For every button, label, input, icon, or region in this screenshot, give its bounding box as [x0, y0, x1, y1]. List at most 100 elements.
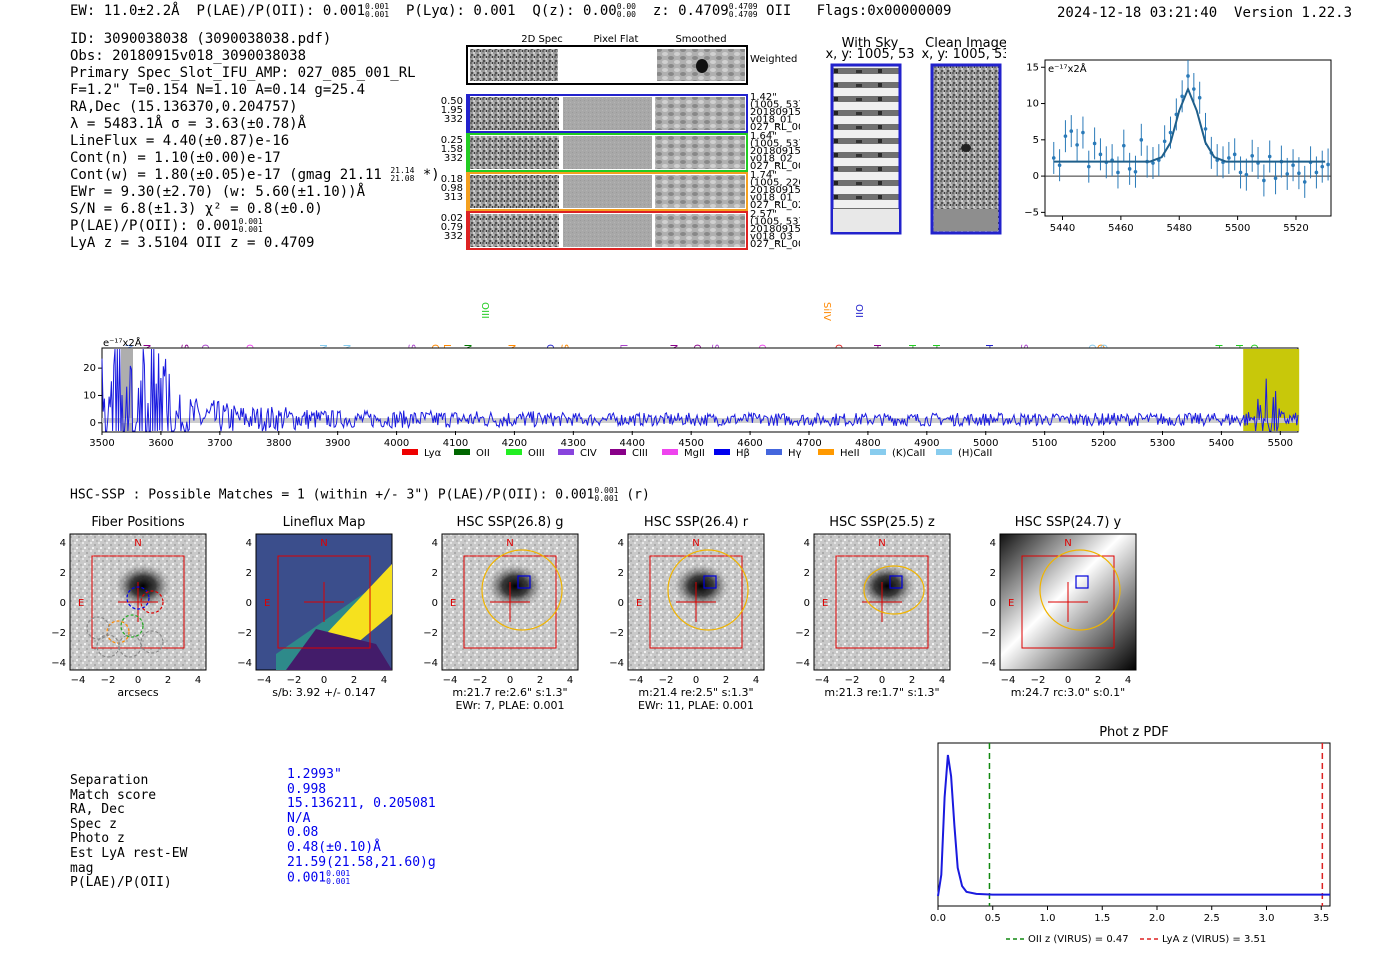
match-value: N/A [287, 810, 311, 826]
spectrum-row-info: 20180915 [750, 146, 800, 157]
legend-label: (K)CaII [892, 448, 925, 459]
data-point [1075, 143, 1079, 147]
cutout-title: HSC SSP(25.5) z [829, 515, 935, 530]
spectrum-row-2d [469, 136, 559, 169]
y-tick-label: 0 [1033, 171, 1039, 182]
data-point [1326, 162, 1330, 167]
compass-e: E [822, 598, 828, 609]
match-label: Spec z [70, 816, 117, 832]
meta-plae-row: P(LAE)/P(OII): 0.0010.001 0.001 [70, 217, 263, 235]
legend-label: Hγ [788, 448, 802, 459]
x-tick-label: −4 [257, 675, 272, 686]
spectrum-row-flat [563, 214, 652, 247]
y-tick-label: 2 [246, 568, 252, 579]
photz-axes [937, 742, 1331, 907]
spectrum-row-smoothed [655, 97, 745, 130]
spectrum-row-stat: 0.02 [441, 213, 463, 224]
data-point [1232, 152, 1237, 157]
spectrum-row-info: (1005, 53) [750, 217, 800, 228]
x-tick-label: 5500 [1268, 438, 1293, 449]
source-ellipse [863, 565, 925, 615]
spectrum-row-divider [559, 174, 562, 209]
match-value: 21.59(21.58,21.60)g [287, 854, 436, 870]
spectrum-row-divider [559, 96, 562, 131]
y-tick-label: 10 [83, 390, 96, 401]
compass-n: N [1064, 538, 1071, 549]
aperture-box [649, 555, 743, 649]
header-qz: Q(z): 0.00 [532, 3, 617, 19]
x-tick-label: 5500 [1225, 223, 1250, 234]
match-value-row: 0.0010.001 0.001 [287, 869, 351, 887]
match-values: 1.2993" 0.998 15.136211, 0.205081 N/A 0.… [287, 767, 436, 887]
legend-label: OII [476, 448, 490, 459]
data-point [1057, 163, 1062, 168]
spectrum-row-divider [559, 213, 562, 248]
x-tick-label: 4 [939, 675, 945, 686]
cutout-title: Fiber Positions [91, 515, 184, 530]
x-tick-label: 5100 [1032, 438, 1057, 449]
compass-e: E [264, 598, 270, 609]
spectrum-row-divider [652, 135, 655, 170]
y-tick-label: 0 [618, 598, 624, 609]
spectrum-row-colorbar [467, 95, 470, 132]
y-tick-label: 0 [90, 418, 96, 429]
full-spectrum-legend: Lyα OII OIII CIV CIII MgII Hβ Hγ HeII (K)CaII (H)C… [402, 448, 992, 459]
weighted-sum-blob [696, 59, 708, 73]
x-tick-label: 0.5 [985, 913, 1001, 924]
x-tick-label: −4 [629, 675, 644, 686]
spectrum-row-stat: 0.25 [441, 135, 463, 146]
y-tick-label: 2 [60, 568, 66, 579]
legend-swatch [506, 449, 522, 455]
hsc-summary-text: HSC-SSP : Possible Matches = 1 (within +… [70, 487, 595, 503]
spectrum-row-info: 1.64" [750, 131, 777, 142]
x-tick-label: 0 [1065, 675, 1071, 686]
compass-n: N [320, 538, 327, 549]
spectrum-row-info: (1005, 53) [750, 100, 800, 111]
y-tick-label: −4 [609, 658, 624, 669]
data-point [1244, 172, 1249, 177]
x-tick-label: −2 [473, 675, 488, 686]
x-tick-label: 1.0 [1040, 913, 1056, 924]
spectrum-row-divider [652, 96, 655, 131]
fiber-circle [96, 634, 120, 658]
spectrum-row-smoothed [655, 136, 745, 169]
x-tick-label: 2 [537, 675, 543, 686]
photz-ticks: 0.0 0.5 1.0 1.5 2.0 2.5 3.0 3.5 [930, 906, 1329, 924]
x-tick-label: −2 [1031, 675, 1046, 686]
meta-lineflux: LineFlux = 4.40(±0.87)e-16 [70, 133, 290, 149]
y-tick-label: 2 [432, 568, 438, 579]
x-tick-label: 4600 [737, 438, 762, 449]
x-tick-label: 3900 [325, 438, 350, 449]
spectrum-row-colorbar [467, 134, 470, 171]
meta-contw-row: Cont(w) = 1.80(±0.05)e-17 (gmag 21.11 21… [70, 166, 440, 184]
photz-chart: Phot z PDF 0.0 0.5 1.0 1.5 2.0 2.5 3.0 3.5 OII … [930, 725, 1331, 945]
error-band [102, 418, 1298, 423]
meta-id: ID: 3090038038 (3090038038.pdf) [70, 31, 332, 47]
meta-plae: P(LAE)/P(OII): 0.001 [70, 218, 239, 234]
match-value: 0.48(±0.10)Å [287, 839, 381, 855]
spectrum-row-smoothed [655, 214, 745, 247]
spectrum-row-info: v018_03 [750, 232, 793, 243]
header-timestamp: 2024-12-18 03:21:40 [1057, 5, 1218, 21]
cutout-title: HSC SSP(26.8) g [456, 515, 563, 530]
cutout-caption: m:24.7 rc:3.0" s:0.1" [1011, 686, 1126, 699]
hsc-summary-tail: (r) [626, 487, 650, 503]
spectrum-row-divider [652, 213, 655, 248]
aperture-box [277, 555, 371, 649]
x-tick-label: 3600 [148, 438, 173, 449]
y-tick-label: 2 [990, 568, 996, 579]
spectrum-row-info: 2.57" [750, 209, 777, 220]
data-point [1069, 129, 1074, 133]
data-point [1081, 130, 1085, 135]
legend-label: CIV [580, 448, 597, 459]
source-ellipse [1039, 549, 1121, 631]
y-tick-label: 10 [1026, 99, 1039, 110]
header-flags: Flags:0x00000009 [816, 3, 952, 19]
spectrum-row-stat: 1.58 [441, 144, 463, 155]
y-tick-label: 0 [990, 598, 996, 609]
x-tick-label: −4 [443, 675, 458, 686]
spectrum-row-stat: 313 [444, 192, 463, 203]
fiber-circle [140, 590, 164, 614]
header-plae: P(LAE)/P(OII): 0.001 [196, 3, 366, 19]
legend-swatch [558, 449, 574, 455]
